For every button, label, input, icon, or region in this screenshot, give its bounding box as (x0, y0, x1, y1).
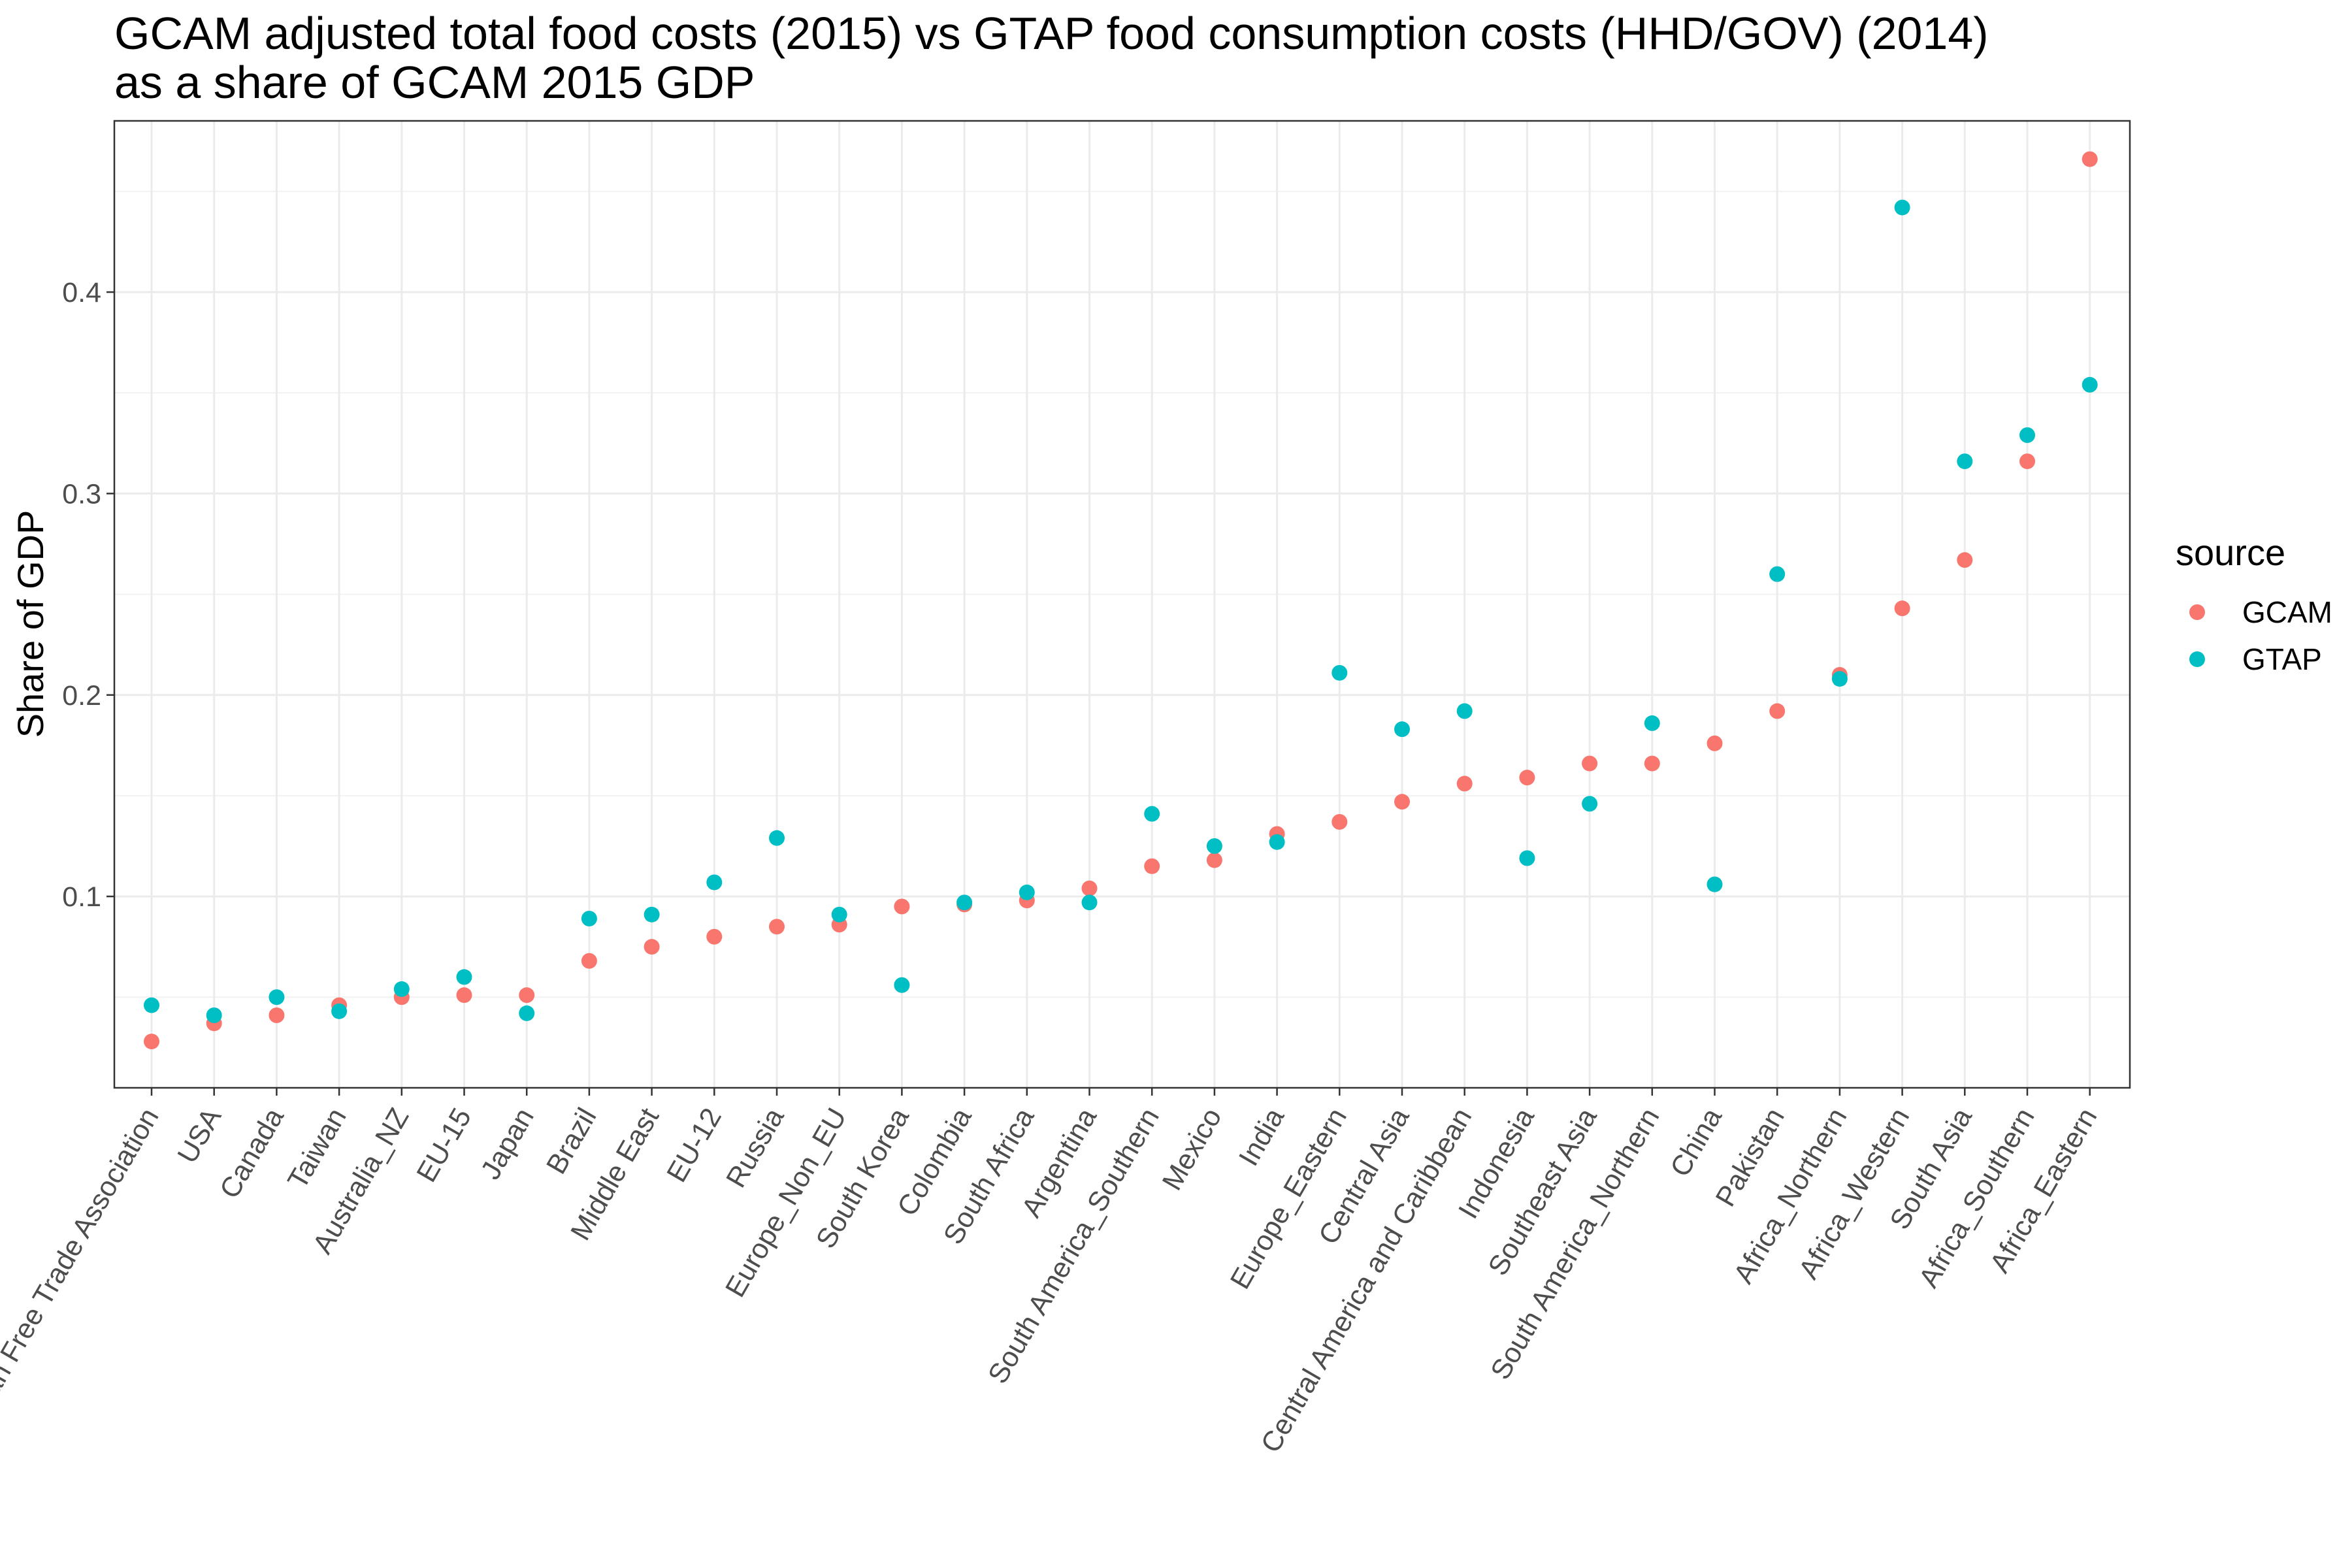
data-point-gcam (1394, 794, 1410, 810)
legend-label-gtap: GTAP (2242, 642, 2322, 676)
data-point-gtap (1769, 566, 1786, 582)
x-tick-label: China (1664, 1103, 1728, 1182)
data-point-gcam (1894, 600, 1910, 617)
data-point-gtap (519, 1005, 535, 1021)
x-tick-label: Brazil (540, 1103, 602, 1179)
chart-title-line-2: as a share of GCAM 2015 GDP (114, 57, 755, 108)
legend-title: source (2176, 532, 2285, 573)
data-point-gcam (1769, 703, 1786, 719)
data-point-gcam (1582, 755, 1598, 772)
x-tick-label: India (1233, 1103, 1290, 1171)
data-point-gtap (206, 1007, 222, 1023)
data-point-gtap (769, 830, 785, 846)
data-point-gtap (956, 894, 973, 911)
data-point-gcam (1644, 755, 1660, 772)
data-point-gtap (581, 911, 597, 926)
data-point-gcam (644, 939, 660, 955)
x-tick-label: European Free Trade Association (0, 1103, 165, 1480)
legend-key-gtap (2189, 651, 2205, 667)
y-axis-title: Share of GDP (10, 510, 51, 738)
data-point-gtap (1331, 664, 1348, 681)
data-point-gcam (769, 919, 785, 935)
data-point-gcam (1206, 852, 1222, 868)
data-point-gtap (1644, 715, 1660, 731)
y-tick-label: 0.1 (62, 881, 101, 913)
data-point-gcam (456, 987, 472, 1004)
data-point-gtap (1957, 453, 1973, 470)
data-point-gcam (2019, 453, 2035, 470)
data-point-gcam (1707, 735, 1723, 751)
data-point-gtap (269, 989, 285, 1005)
x-tick-label: Japan (475, 1103, 540, 1184)
plot-grid (114, 121, 2130, 1088)
x-tick-label: Mexico (1156, 1103, 1228, 1196)
data-point-gtap (831, 906, 847, 923)
x-tick-label: EU-15 (411, 1103, 478, 1188)
data-point-gcam (1331, 814, 1348, 830)
data-point-gtap (2082, 376, 2098, 393)
data-point-gcam (1144, 858, 1160, 874)
data-point-gtap (2019, 427, 2035, 443)
data-point-gtap (456, 969, 472, 985)
data-point-gtap (644, 906, 660, 923)
data-point-gtap (1394, 721, 1410, 738)
data-point-gcam (2082, 151, 2098, 167)
data-point-gcam (1081, 880, 1098, 896)
data-point-gcam (269, 1007, 285, 1023)
legend: source GCAM GTAP (2176, 532, 2332, 676)
data-point-gtap (706, 874, 723, 890)
data-point-gtap (1894, 199, 1910, 216)
x-tick-label: Taiwan (282, 1103, 352, 1194)
legend-key-gcam (2189, 604, 2205, 620)
data-point-gtap (144, 997, 159, 1013)
data-point-gtap (1456, 703, 1473, 719)
data-point-gcam (581, 953, 597, 969)
x-tick-label: Russia (720, 1103, 790, 1193)
plot-background (114, 121, 2130, 1088)
data-point-gtap (1831, 671, 1848, 687)
data-point-gtap (1519, 850, 1535, 866)
data-point-gcam (144, 1034, 159, 1050)
data-point-gtap (1206, 838, 1222, 854)
y-tick-label: 0.2 (62, 680, 101, 711)
x-tick-label: USA (172, 1103, 228, 1169)
data-point-gcam (1957, 552, 1973, 568)
data-point-gtap (1707, 876, 1723, 892)
data-point-gtap (1144, 806, 1160, 822)
chart-title-line-1: GCAM adjusted total food costs (2015) vs… (114, 8, 1989, 59)
data-point-gcam (519, 987, 535, 1004)
data-point-gtap (1019, 884, 1035, 900)
data-point-gtap (393, 981, 410, 997)
data-point-gcam (1456, 776, 1473, 792)
data-point-gtap (894, 977, 910, 993)
data-point-gcam (706, 928, 723, 945)
legend-label-gcam: GCAM (2242, 595, 2332, 629)
data-points (144, 151, 2098, 1050)
data-point-gtap (1269, 834, 1285, 850)
y-tick-label: 0.3 (62, 478, 101, 510)
plot-panel-border (113, 120, 2131, 1089)
y-tick-label: 0.4 (62, 277, 101, 308)
data-point-gtap (331, 1003, 348, 1019)
x-tick-label: EU-12 (661, 1103, 728, 1188)
data-point-gtap (1081, 894, 1098, 911)
data-point-gcam (894, 898, 910, 915)
data-point-gcam (1519, 770, 1535, 786)
data-point-gtap (1582, 796, 1598, 812)
